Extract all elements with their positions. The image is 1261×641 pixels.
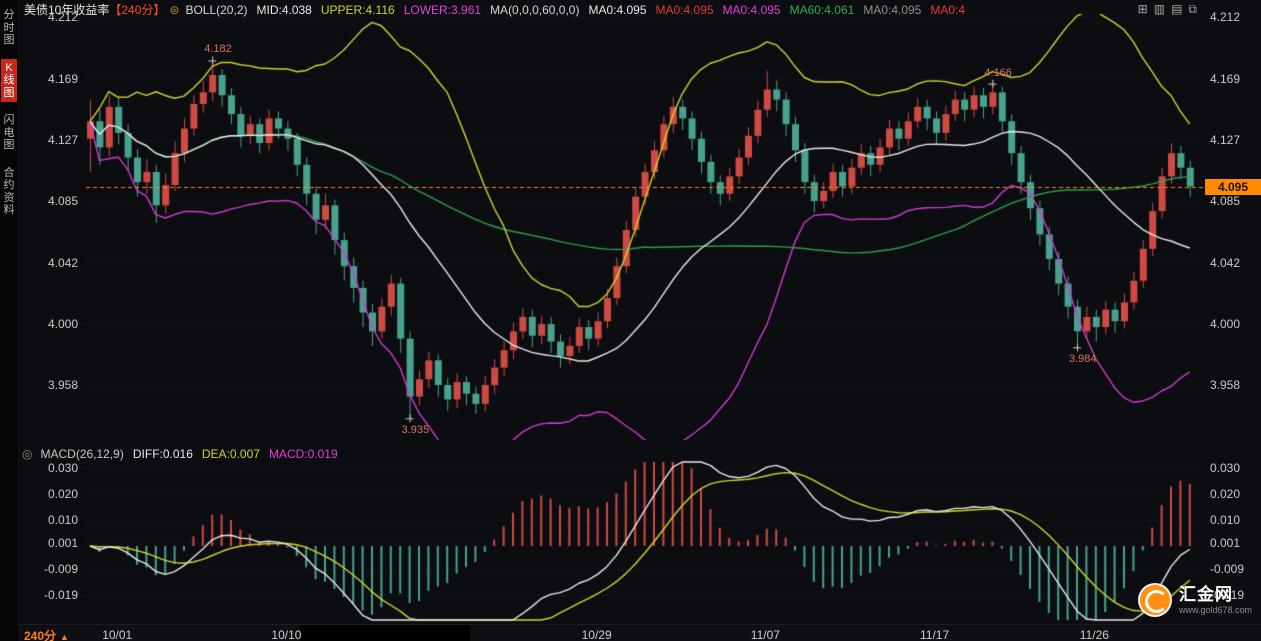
y-axis-label: 0.020 — [1210, 487, 1241, 501]
y-axis-label: 0.001 — [47, 536, 78, 551]
indicator-settings-icon[interactable]: ⊜ — [169, 3, 180, 17]
x-axis-label: 10/01 — [102, 628, 133, 641]
sidebar: 分 时 图 K 线 图闪 电 图合 约 资 料 — [0, 0, 18, 641]
y-axis-label: 0.030 — [1210, 461, 1241, 475]
indicator-segment: UPPER:4.116 — [320, 3, 395, 17]
y-axis-label: 0.001 — [1210, 536, 1241, 551]
y-axis-label: 4.000 — [47, 317, 78, 332]
scrollbar-thumb[interactable] — [300, 625, 470, 641]
macd-segment: DIFF:0.016 — [132, 447, 193, 461]
y-axis-label: -0.019 — [1210, 588, 1245, 603]
y-axis-label: -0.009 — [1210, 562, 1245, 577]
y-axis-label: 0.010 — [47, 513, 78, 527]
annotation-label: 4.182 — [204, 43, 232, 56]
time-axis-bar: 240分 ▲ 10/01 10/10 10/29 11/07 11/17 11/26 — [0, 624, 1261, 641]
macd-segment: DEA:0.007 — [201, 447, 260, 461]
indicator-segment: MA0:4.095 — [722, 3, 781, 17]
chart-title: 美债10年收益率 — [24, 3, 110, 17]
macd-segment: MACD(26,12,9) — [40, 447, 124, 461]
y-axis-label: 0.010 — [1210, 513, 1241, 527]
macd-settings-icon[interactable]: ◎ — [22, 447, 33, 461]
y-axis-label: -0.019 — [43, 588, 78, 603]
indicator-segment: MA0:4.095 — [588, 3, 647, 17]
sidebar-item-flash-chart[interactable]: 闪 电 图 — [3, 114, 15, 151]
y-axis-label: 3.958 — [47, 377, 78, 392]
annotation-label: 3.984 — [1069, 353, 1097, 366]
y-axis-label: 4.042 — [1210, 256, 1241, 271]
annotation-label: 3.935 — [401, 424, 430, 437]
grid-view-icon[interactable]: ▥ — [1153, 2, 1166, 16]
indicator-segment: LOWER:3.961 — [403, 3, 482, 17]
y-axis-label: 0.020 — [47, 487, 78, 501]
period-selector-label: 240分 — [24, 629, 57, 641]
y-axis-label: 4.085 — [47, 193, 78, 208]
y-axis-label: 4.042 — [47, 256, 78, 271]
logo-icon — [1138, 583, 1172, 617]
y-axis-label: 0.030 — [47, 461, 78, 475]
split-view-icon[interactable]: ⊞ — [1137, 2, 1148, 16]
y-axis-label: 4.212 — [1210, 10, 1241, 24]
popout-window-icon[interactable]: ⧉ — [1188, 2, 1197, 16]
y-axis-label: 4.169 — [1210, 72, 1241, 87]
x-axis-label: 11/17 — [920, 628, 950, 641]
logo-swirl — [1145, 590, 1168, 613]
x-axis-label: 11/07 — [750, 628, 780, 641]
macd-values: MACD(26,12,9) DIFF:0.016 DEA:0.007 MACD:0.0… — [40, 447, 346, 461]
logo-text: 汇金网 www.gold678.com — [1179, 584, 1253, 615]
macd-segment: MACD:0.019 — [268, 447, 338, 461]
sidebar-item-contract-info[interactable]: 合 约 资 料 — [3, 166, 15, 217]
logo-url: www.gold678.com — [1179, 604, 1253, 615]
macd-header: ◎ MACD(26,12,9) DIFF:0.016 DEA:0.007 MACD:0… — [22, 447, 347, 461]
y-axis-label: -0.009 — [43, 562, 78, 577]
period-selector[interactable]: 240分 ▲ — [24, 627, 69, 641]
indicator-segment: MA0:4.095 — [863, 3, 922, 17]
y-axis-label: 4.212 — [47, 10, 78, 24]
y-axis-label: 4.127 — [47, 133, 78, 148]
indicator-header: 美债10年收益率 【240分】 ⊜ BOLL(20,2) MID:4.038 UPP… — [24, 3, 974, 18]
period-tag: 【240分】 — [109, 3, 166, 17]
indicator-values: BOLL(20,2) MID:4.038 UPPER:4.116 LOWER:3.96… — [185, 3, 974, 18]
y-axis-label: 4.085 — [1210, 193, 1241, 208]
list-view-icon[interactable]: ▤ — [1171, 2, 1183, 16]
brand-logo: 汇金网 www.gold678.com — [1138, 583, 1252, 617]
y-axis-label: 4.000 — [1210, 317, 1241, 332]
x-axis-label: 10/29 — [581, 628, 612, 641]
sidebar-item-time-chart[interactable]: 分 时 图 — [3, 9, 15, 46]
indicator-segment: MID:4.038 — [256, 3, 312, 17]
y-axis-label: 4.127 — [1210, 133, 1241, 148]
indicator-segment: MA(0,0,0,60,0,0) — [490, 3, 580, 17]
sidebar-item-kline-chart[interactable]: K 线 图 — [1, 58, 17, 102]
annotation-label: 4.166 — [984, 66, 1012, 79]
indicator-segment: MA0:4 — [930, 3, 966, 17]
dropdown-arrow-icon: ▲ — [60, 632, 69, 641]
indicator-segment: MA0:4.095 — [655, 3, 714, 17]
window-controls: ⊞ ▥ ▤ ⧉ — [1138, 2, 1197, 16]
x-axis-label: 10/10 — [271, 628, 302, 641]
y-axis-label: 3.958 — [1210, 377, 1241, 392]
x-axis-label: 11/26 — [1079, 628, 1109, 641]
logo-title: 汇金网 — [1179, 584, 1233, 604]
indicator-segment: MA60:4.061 — [789, 3, 855, 17]
y-axis-label: 4.169 — [47, 72, 78, 87]
indicator-segment: BOLL(20,2) — [185, 3, 248, 17]
current-price-tag: 4.095 — [1205, 179, 1261, 195]
